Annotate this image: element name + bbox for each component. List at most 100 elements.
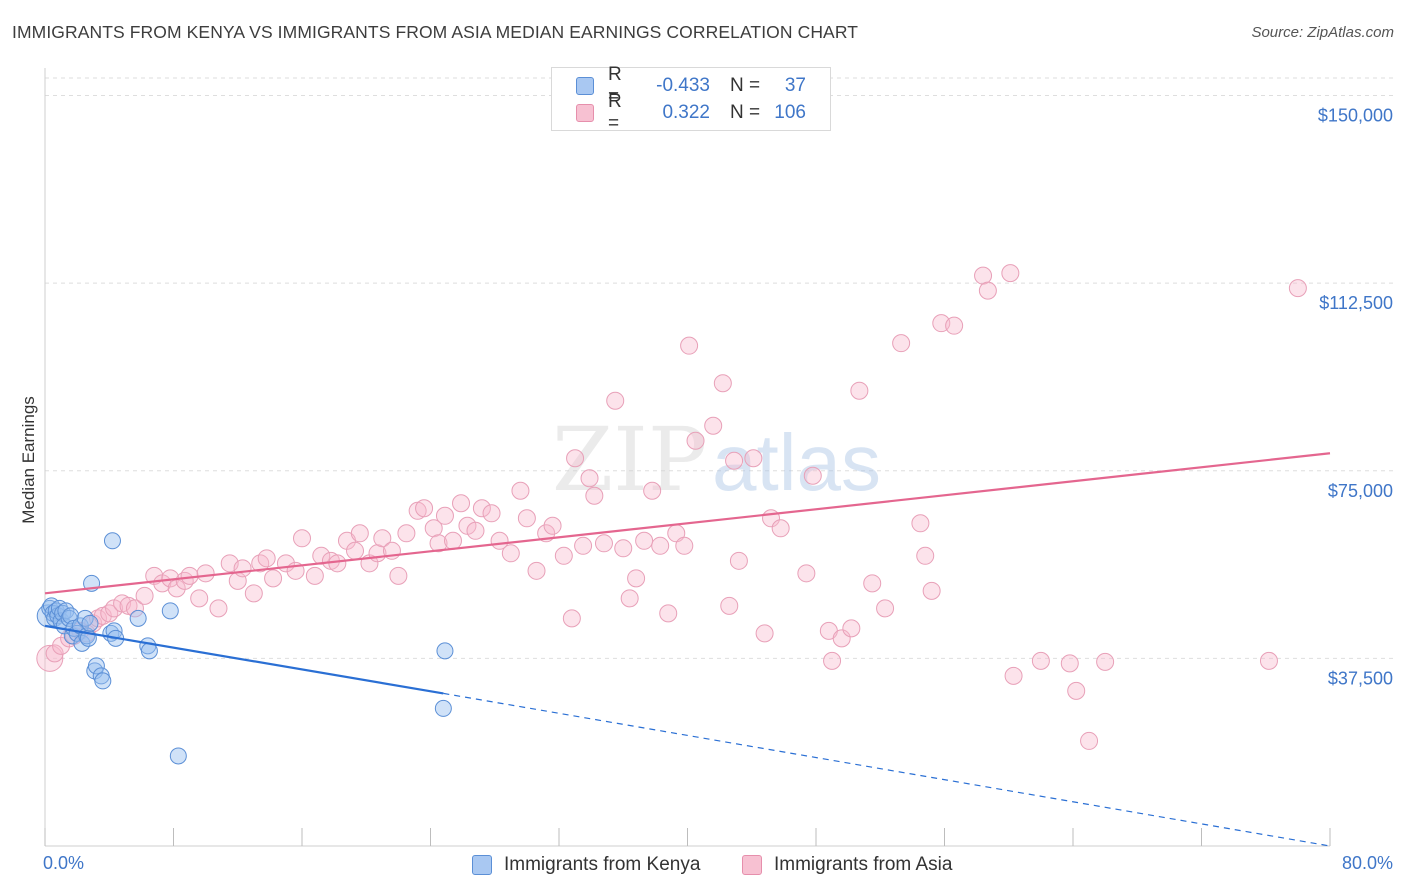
asia-point xyxy=(797,564,816,583)
legend-row-kenya: R = -0.433 N = 37 xyxy=(576,64,806,107)
kenya-point xyxy=(87,657,105,675)
asia-point xyxy=(803,466,822,485)
trend-lines xyxy=(44,452,1331,847)
r-value: 0.322 xyxy=(662,102,710,123)
asia-point xyxy=(729,551,748,570)
asia-point xyxy=(373,529,392,548)
asia-point xyxy=(916,546,935,565)
asia-point xyxy=(978,281,997,300)
chart-title: IMMIGRANTS FROM KENYA VS IMMIGRANTS FROM… xyxy=(12,22,859,42)
legend-item-asia[interactable]: Immigrants from Asia xyxy=(742,852,952,878)
y-tick-label: $112,500 xyxy=(1319,293,1393,313)
asia-point xyxy=(1080,731,1099,750)
asia-point xyxy=(1096,652,1115,671)
asia-point xyxy=(397,524,416,543)
r-value: -0.433 xyxy=(656,75,710,96)
asia-point xyxy=(350,524,369,543)
asia-point xyxy=(543,516,562,535)
asia-point xyxy=(1060,654,1079,673)
kenya-swatch xyxy=(576,77,594,95)
asia-point xyxy=(264,569,283,588)
x-tick-label: 80.0% xyxy=(1342,853,1393,873)
kenya-point xyxy=(161,602,179,620)
asia-point xyxy=(45,644,64,663)
asia-point xyxy=(443,531,462,550)
kenya-point xyxy=(103,532,121,550)
r-label: R = xyxy=(608,91,622,134)
watermark-atlas: atlas xyxy=(712,418,881,507)
y-tick-label: $150,000 xyxy=(1318,106,1393,126)
asia-point xyxy=(580,469,599,488)
asia-point xyxy=(328,554,347,573)
asia-point xyxy=(823,651,842,670)
kenya-point xyxy=(436,642,454,660)
asia-point xyxy=(635,531,654,550)
asia-point xyxy=(482,504,501,523)
legend-label-kenya: Immigrants from Kenya xyxy=(504,854,701,875)
asia-point xyxy=(686,431,705,450)
kenya-swatch xyxy=(472,855,492,875)
n-value: 37 xyxy=(784,75,806,96)
y-axis-label: Median Earnings xyxy=(19,396,38,524)
r-label: R = xyxy=(608,64,622,107)
asia-point xyxy=(704,416,723,435)
asia-point xyxy=(974,266,993,285)
asia-point xyxy=(1001,264,1020,283)
asia-point xyxy=(850,381,869,400)
asia-swatch xyxy=(576,104,594,122)
asia-point xyxy=(244,584,263,603)
asia-point xyxy=(614,539,633,558)
asia-point xyxy=(190,589,209,608)
asia-point xyxy=(771,519,790,538)
kenya-point xyxy=(129,609,147,627)
asia-point xyxy=(627,569,646,588)
asia-point xyxy=(725,451,744,470)
asia-point xyxy=(842,619,861,638)
asia-point xyxy=(562,609,581,628)
asia-point xyxy=(36,644,64,672)
asia-point xyxy=(585,486,604,505)
asia-point xyxy=(876,599,895,618)
asia-point xyxy=(501,544,520,563)
chart-source: Source: ZipAtlas.com xyxy=(1251,24,1394,41)
asia-point xyxy=(1031,651,1050,670)
asia-point xyxy=(675,536,694,555)
legend-label-asia: Immigrants from Asia xyxy=(774,854,953,875)
n-value: 106 xyxy=(774,102,806,123)
asia-point xyxy=(293,529,311,548)
asia-point xyxy=(574,536,593,555)
asia-point xyxy=(945,316,964,335)
asia-point xyxy=(1259,651,1278,670)
legend-item-kenya[interactable]: Immigrants from Kenya xyxy=(472,852,700,878)
asia-point xyxy=(472,499,491,518)
asia-point xyxy=(744,449,763,468)
asia-point xyxy=(209,599,228,618)
asia-point xyxy=(100,604,119,623)
x-tick-label: 0.0% xyxy=(43,853,84,873)
asia-point xyxy=(346,541,365,560)
asia-point xyxy=(643,481,662,500)
asia-point xyxy=(89,609,108,628)
asia-point xyxy=(680,336,699,355)
asia-point xyxy=(922,581,941,600)
asia-point xyxy=(389,566,408,585)
asia-point xyxy=(651,536,670,555)
correlation-legend: R = -0.433 N = 37 R = 0.322 N = 106 xyxy=(551,64,831,134)
watermark-zip: ZIP xyxy=(552,408,707,511)
asia-point xyxy=(233,559,252,578)
asia-point xyxy=(594,534,613,553)
kenya-point xyxy=(169,747,187,765)
kenya-point xyxy=(76,609,94,627)
asia-point xyxy=(554,546,573,565)
asia-point xyxy=(713,374,732,393)
kenya-point xyxy=(94,672,112,690)
asia-point xyxy=(892,334,911,353)
asia-point xyxy=(1004,666,1023,685)
asia-point xyxy=(517,509,536,528)
asia-point xyxy=(257,549,276,568)
asia-point xyxy=(720,596,739,615)
kenya-trend-line xyxy=(44,624,444,695)
asia-point xyxy=(435,506,454,525)
asia-point xyxy=(305,566,324,585)
asia-point xyxy=(527,561,546,580)
